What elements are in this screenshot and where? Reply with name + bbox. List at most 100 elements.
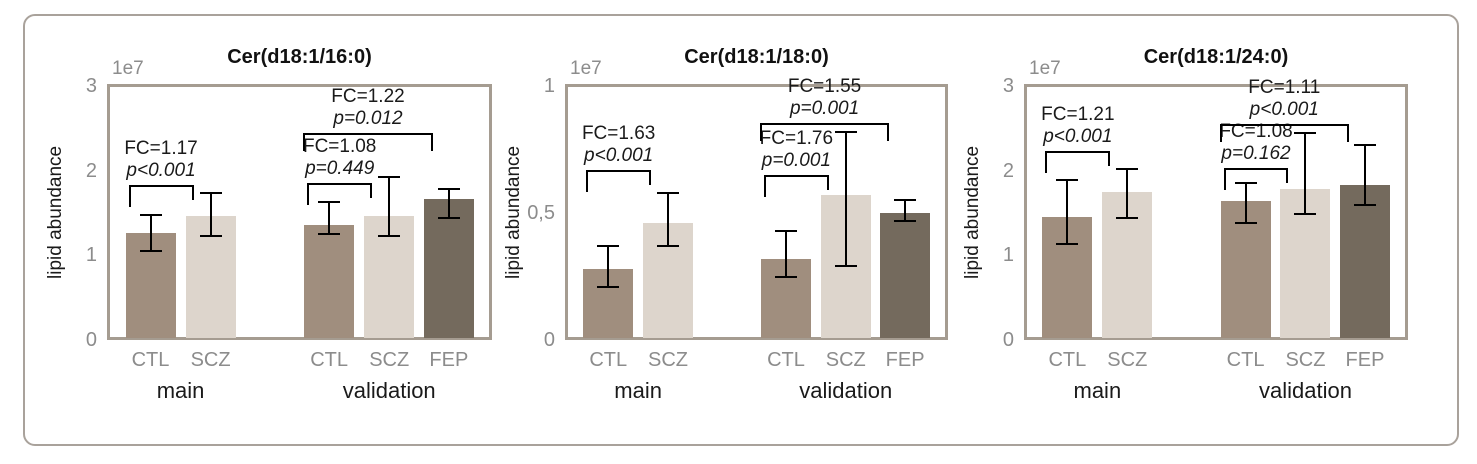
- significance-bracket-end: [303, 133, 306, 152]
- x-tick-label: FEP: [1345, 349, 1385, 371]
- p-value-label: p<0.001: [1043, 126, 1113, 148]
- significance-bracket: [303, 133, 433, 136]
- bar-validation-CTL: [304, 224, 355, 338]
- x-tick-label: SCZ: [648, 349, 689, 371]
- errorbar-cap-bottom: [894, 219, 917, 222]
- significance-bracket-end: [370, 183, 373, 199]
- x-tick-label: SCZ: [369, 349, 410, 371]
- significance-bracket-end: [430, 133, 433, 152]
- axis-offset-label: 1e7: [570, 58, 602, 79]
- fc-label: FC=1.17: [124, 138, 198, 160]
- p-value-label: p<0.001: [1249, 99, 1319, 121]
- errorbar-cap-bottom: [139, 250, 162, 253]
- x-tick-label: SCZ: [1285, 349, 1326, 371]
- errorbar-cap-top: [1056, 178, 1079, 181]
- significance-annotation: FC=1.55 p=0.001: [735, 76, 915, 120]
- errorbar-cap-top: [774, 229, 797, 232]
- y-tick-label: 3: [1002, 75, 1014, 97]
- p-value-label: p<0.001: [584, 144, 654, 166]
- errorbar-line-main-CTL: [149, 214, 152, 252]
- errorbar-line-main-CTL: [607, 246, 610, 287]
- p-value-label: p=0.012: [333, 108, 403, 130]
- panel-1-title: Cer(d18:1/16:0): [227, 46, 372, 68]
- significance-bracket: [1045, 151, 1111, 154]
- significance-bracket: [307, 183, 373, 186]
- errorbar-cap-bottom: [318, 233, 341, 236]
- errorbar-cap-bottom: [774, 275, 797, 278]
- fc-label: FC=1.11: [1248, 77, 1321, 99]
- errorbar-line-validation-CTL: [1244, 182, 1247, 224]
- axis-offset-label: 1e7: [112, 58, 144, 79]
- significance-bracket-end: [1286, 168, 1289, 184]
- errorbar-cap-bottom: [1116, 217, 1139, 220]
- x-tick-label: CTL: [767, 349, 805, 371]
- significance-bracket-end: [1223, 168, 1226, 191]
- y-tick-label: 3: [85, 75, 97, 97]
- errorbar-line-main-SCZ: [1126, 168, 1129, 219]
- y-tick-label: 0: [543, 329, 555, 351]
- errorbar-cap-top: [597, 245, 620, 248]
- significance-annotation: FC=1.11 p<0.001: [1194, 77, 1374, 121]
- fc-label: FC=1.21: [1041, 104, 1115, 126]
- significance-bracket: [586, 169, 651, 172]
- errorbar-cap-top: [1353, 144, 1376, 147]
- significance-annotation: FC=1.08 p=0.162: [1166, 121, 1346, 165]
- y-tick-label: 0: [1002, 329, 1014, 351]
- p-value-label: p<0.001: [126, 160, 196, 182]
- errorbar-cap-top: [437, 188, 460, 191]
- significance-annotation: FC=1.17 p<0.001: [71, 138, 251, 182]
- significance-annotation: FC=1.22 p=0.012: [278, 86, 458, 130]
- significance-bracket-end: [1346, 124, 1349, 143]
- x-tick-label: CTL: [1048, 349, 1087, 371]
- errorbar-line-validation-SCZ: [388, 177, 391, 236]
- significance-bracket-end: [191, 185, 194, 201]
- significance-bracket: [1223, 168, 1289, 171]
- errorbar-cap-top: [1116, 167, 1139, 170]
- group-label-main: main: [1073, 378, 1122, 403]
- errorbar-cap-bottom: [378, 234, 401, 237]
- y-tick-label: 0: [85, 329, 97, 351]
- errorbar-cap-bottom: [1353, 203, 1376, 206]
- errorbar-cap-top: [139, 213, 162, 216]
- x-tick-label: CTL: [131, 349, 170, 371]
- y-tick-label: 1: [1002, 244, 1014, 267]
- bar-validation-FEP: [1339, 185, 1390, 338]
- p-value-label: p=0.001: [761, 149, 831, 171]
- significance-annotation: FC=1.08 p=0.449: [250, 136, 430, 180]
- significance-bracket-end: [887, 122, 890, 141]
- y-tick-label: 0,5: [527, 202, 555, 224]
- significance-bracket: [128, 185, 194, 188]
- errorbar-cap-top: [894, 199, 917, 202]
- significance-bracket-end: [128, 185, 131, 208]
- significance-bracket: [763, 174, 829, 177]
- panel-2-title: Cer(d18:1/18:0): [684, 46, 829, 68]
- group-label-main: main: [156, 378, 205, 403]
- y-tick-label: 2: [85, 159, 97, 182]
- axis-offset-label: 1e7: [1029, 58, 1061, 79]
- fc-label: FC=1.08: [302, 136, 377, 158]
- errorbar-line-validation-CTL: [328, 201, 331, 235]
- group-label-validation: validation: [1258, 378, 1352, 403]
- errorbar-line-validation-FEP: [1363, 145, 1366, 205]
- errorbar-cap-top: [378, 176, 401, 179]
- errorbar-line-main-CTL: [1066, 179, 1069, 245]
- errorbar-line-validation-CTL: [784, 230, 787, 277]
- p-value-label: p=0.162: [1221, 143, 1291, 165]
- significance-annotation: FC=1.63 p<0.001: [529, 123, 709, 167]
- fc-label: FC=1.63: [581, 122, 656, 144]
- x-tick-label: SCZ: [1107, 349, 1148, 371]
- panel-3-title: Cer(d18:1/24:0): [1143, 46, 1289, 68]
- errorbar-cap-bottom: [1234, 222, 1257, 225]
- fc-label: FC=1.76: [759, 127, 834, 149]
- x-tick-label: FEP: [885, 349, 925, 371]
- group-label-validation: validation: [342, 378, 436, 403]
- significance-bracket-end: [649, 169, 652, 185]
- significance-annotation: FC=1.21 p<0.001: [988, 104, 1168, 148]
- significance-bracket-end: [1108, 151, 1111, 167]
- fc-label: FC=1.22: [331, 86, 405, 108]
- fc-label: FC=1.55: [787, 75, 862, 97]
- errorbar-cap-bottom: [199, 234, 222, 237]
- significance-bracket-end: [763, 174, 766, 197]
- errorbar-cap-top: [199, 191, 222, 194]
- group-label-validation: validation: [799, 378, 893, 403]
